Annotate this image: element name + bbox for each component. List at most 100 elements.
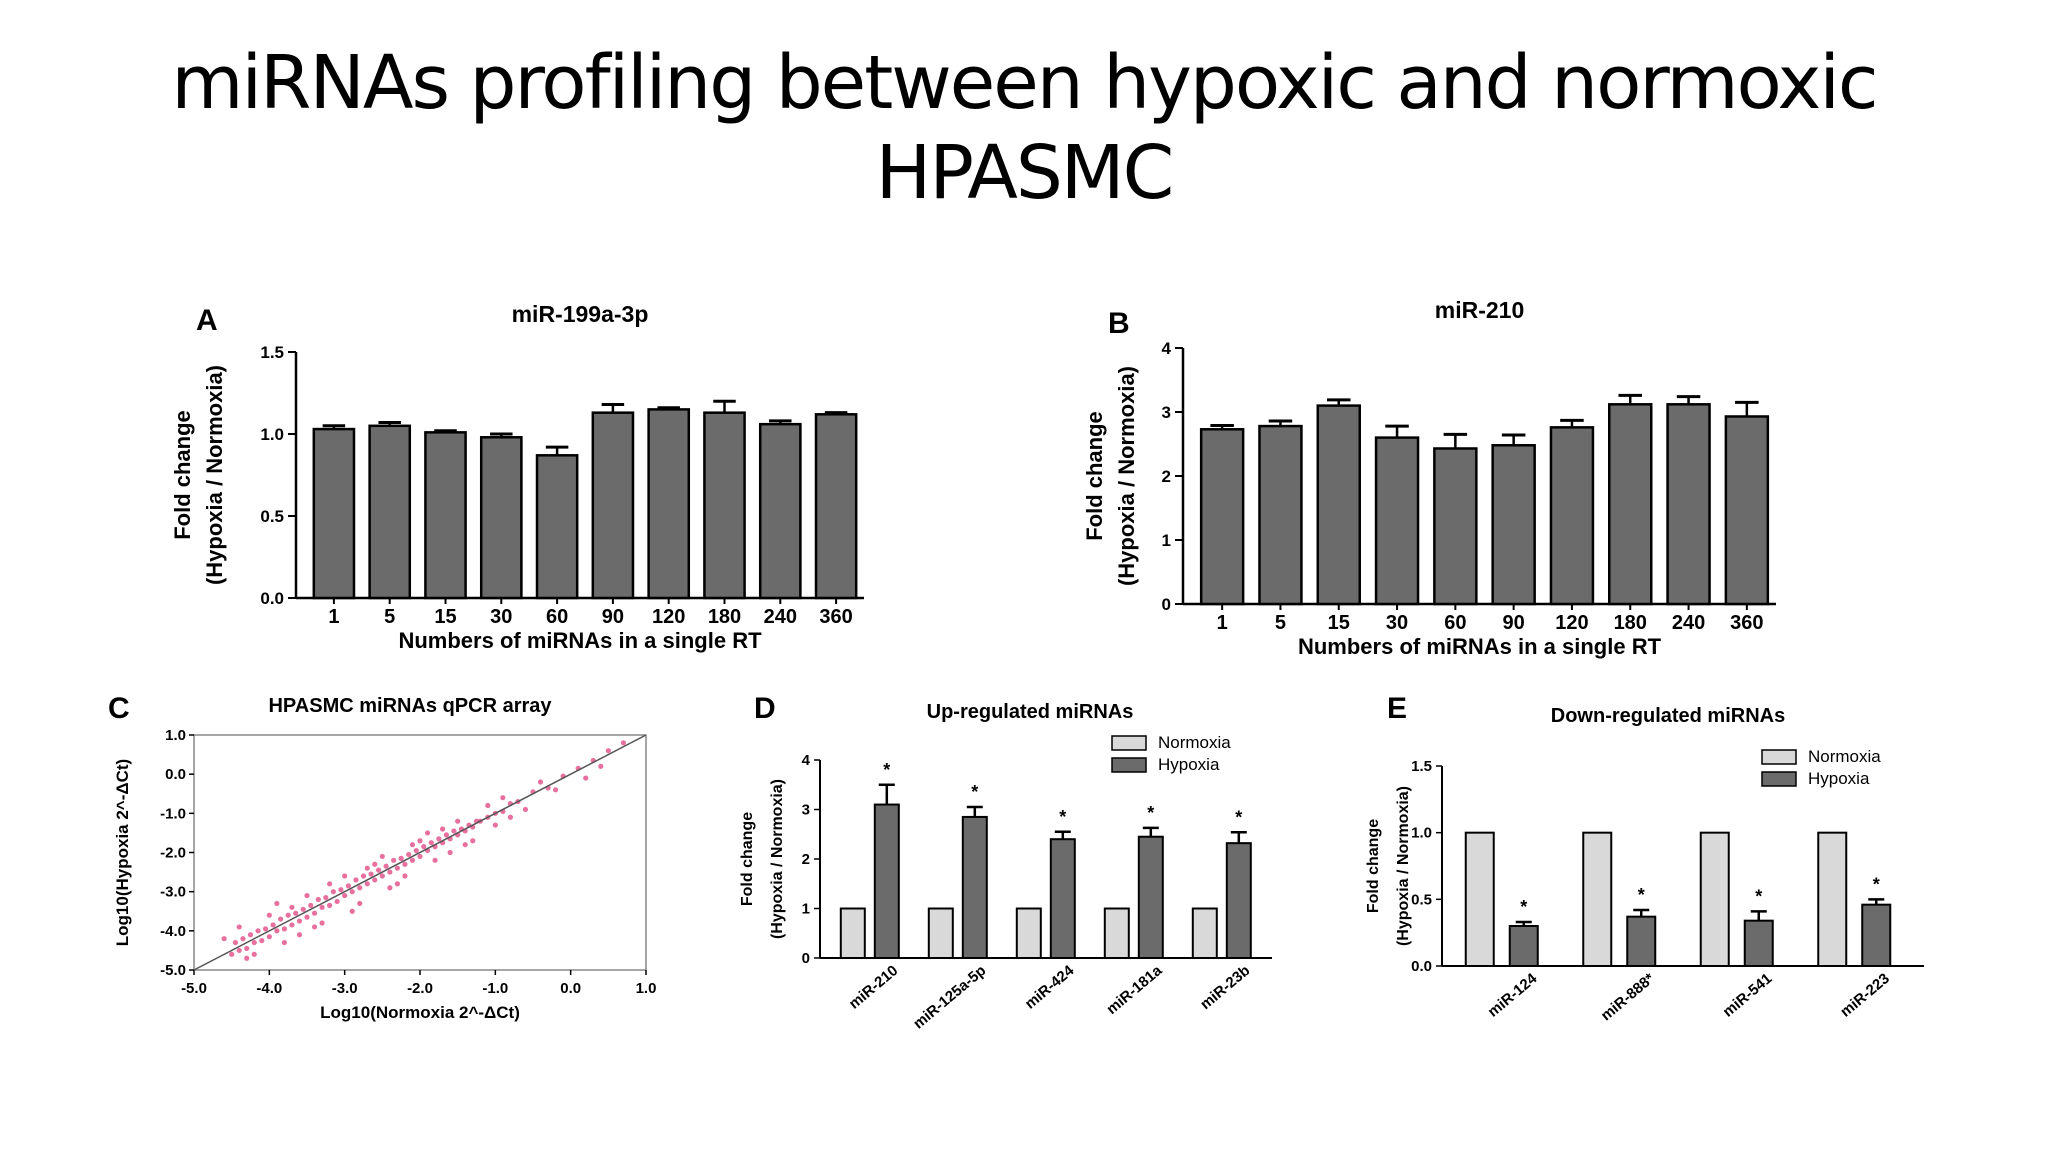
y-axis-label-line1: Fold change	[170, 410, 195, 540]
scatter-point	[387, 885, 393, 891]
significance-marker: *	[883, 760, 890, 780]
scatter-point	[334, 898, 340, 905]
y-tick-label: 1	[802, 901, 810, 918]
scatter-point	[455, 818, 461, 824]
significance-marker: *	[1873, 874, 1880, 894]
y-tick-label: 0.5	[1411, 891, 1432, 908]
scatter-point	[379, 853, 385, 860]
legend-normoxia-label: Normoxia	[1808, 747, 1881, 766]
scatter-point	[342, 892, 348, 899]
scatter-point	[402, 873, 408, 879]
scatter-point	[229, 951, 235, 957]
scatter-point	[406, 851, 412, 858]
scatter-point	[360, 873, 367, 879]
chart-panel-a: miR-199a-3p0.00.51.01.51 5 15 30 60 90 120 180 2…	[170, 301, 864, 653]
bar-normoxia	[1699, 831, 1730, 968]
x-tick-label: miR-541	[1720, 970, 1776, 1021]
x-tick-label: miR-124	[1485, 970, 1541, 1021]
scatter-point	[372, 877, 378, 883]
bar-hypoxia	[1137, 835, 1164, 959]
scatter-point	[281, 939, 287, 946]
bar	[1549, 426, 1595, 606]
bar-hypoxia	[873, 803, 900, 959]
scatter-point	[278, 916, 284, 922]
scatter-point	[349, 889, 355, 895]
x-tick-label: 240	[764, 606, 797, 628]
legend-hypoxia-swatch	[1111, 757, 1147, 773]
scatter-point	[537, 779, 544, 785]
scatter-point	[251, 939, 257, 946]
scatter-point	[281, 926, 287, 932]
scatter-point	[364, 881, 370, 887]
bar	[647, 408, 691, 600]
scatter-point	[259, 938, 265, 944]
x-tick-label: 90	[1503, 612, 1525, 634]
bar	[1666, 403, 1711, 606]
y-axis-label-line1: Fold change	[1365, 819, 1382, 913]
chart-title: miR-210	[1435, 297, 1524, 323]
bar	[424, 431, 467, 600]
scatter-point	[247, 932, 254, 938]
x-tick-label: 60	[1444, 612, 1466, 634]
scatter-point	[424, 830, 431, 836]
bar	[1316, 404, 1361, 606]
significance-marker: *	[1059, 807, 1066, 827]
x-tick-label: 30	[1386, 612, 1408, 634]
bar	[591, 411, 635, 600]
chart-panel-c: HPASMC miRNAs qPCR array -5.0-5.0 -4.0 -4.0…	[113, 695, 656, 1022]
significance-marker: *	[1147, 803, 1154, 823]
scatter-point	[372, 861, 378, 867]
x-tick-label: 0.0	[560, 980, 581, 997]
bar	[312, 427, 356, 600]
scatter-point	[409, 842, 416, 848]
x-tick-label: 30	[490, 606, 512, 628]
scatter-point	[270, 922, 276, 928]
x-tick-label: miR-125a-5p	[910, 962, 989, 1032]
legend-normoxia-swatch	[1761, 749, 1797, 765]
x-tick-label: -4.0	[256, 980, 282, 997]
y-axis-label-line2: (Hypoxia / Normoxia)	[769, 779, 786, 939]
x-tick-label: 240	[1672, 612, 1705, 634]
scatter-point	[417, 853, 423, 860]
scatter-point	[428, 840, 434, 846]
y-tick-label: 1.0	[260, 425, 284, 444]
scatter-point	[221, 936, 227, 942]
scatter-point	[375, 867, 382, 873]
x-axis-label: Log10(Normoxia 2^-ΔCt)	[320, 1003, 520, 1022]
scatter-point	[255, 928, 261, 934]
scatter-point	[492, 822, 498, 828]
chart-title: miR-199a-3p	[512, 301, 649, 327]
scatter-point	[421, 844, 427, 850]
x-tick-label: miR-181a	[1103, 962, 1166, 1018]
scatter-point	[319, 904, 325, 910]
y-axis-label-line2: (Hypoxia / Normoxia)	[202, 365, 227, 585]
x-tick-label: 5	[1275, 612, 1286, 634]
y-tick-label: 0.5	[260, 507, 284, 526]
x-tick-label: miR-888*	[1598, 970, 1658, 1024]
panel-letter-d: D	[754, 692, 776, 725]
bar	[1608, 403, 1653, 606]
panel-letter-c: C	[108, 692, 130, 725]
scatter-point	[440, 826, 446, 832]
scatter-point	[462, 842, 468, 848]
scatter-point	[413, 847, 419, 854]
identity-line	[193, 734, 647, 971]
y-tick-label: 1.5	[1411, 758, 1432, 775]
scatter-point	[266, 912, 272, 918]
scatter-point	[605, 748, 611, 754]
scatter-point	[394, 881, 400, 887]
x-tick-label: 120	[1555, 612, 1588, 634]
chart-panel-d: Up-regulated miRNAs Normoxia Hypoxia 0 1 2 3 4 *…	[739, 701, 1272, 1032]
bar	[1724, 415, 1770, 606]
bar	[1258, 424, 1303, 606]
scatter-point	[553, 787, 559, 793]
y-tick-label: -1.0	[160, 805, 186, 822]
x-tick-label: -1.0	[482, 980, 508, 997]
y-tick-label: 1	[1162, 531, 1171, 550]
scatter-point	[251, 951, 257, 957]
x-tick-label: 15	[1328, 612, 1350, 634]
scatter-point	[345, 883, 352, 889]
bar	[479, 436, 523, 600]
x-tick-label: miR-223	[1837, 970, 1893, 1021]
scatter-point	[470, 838, 476, 844]
